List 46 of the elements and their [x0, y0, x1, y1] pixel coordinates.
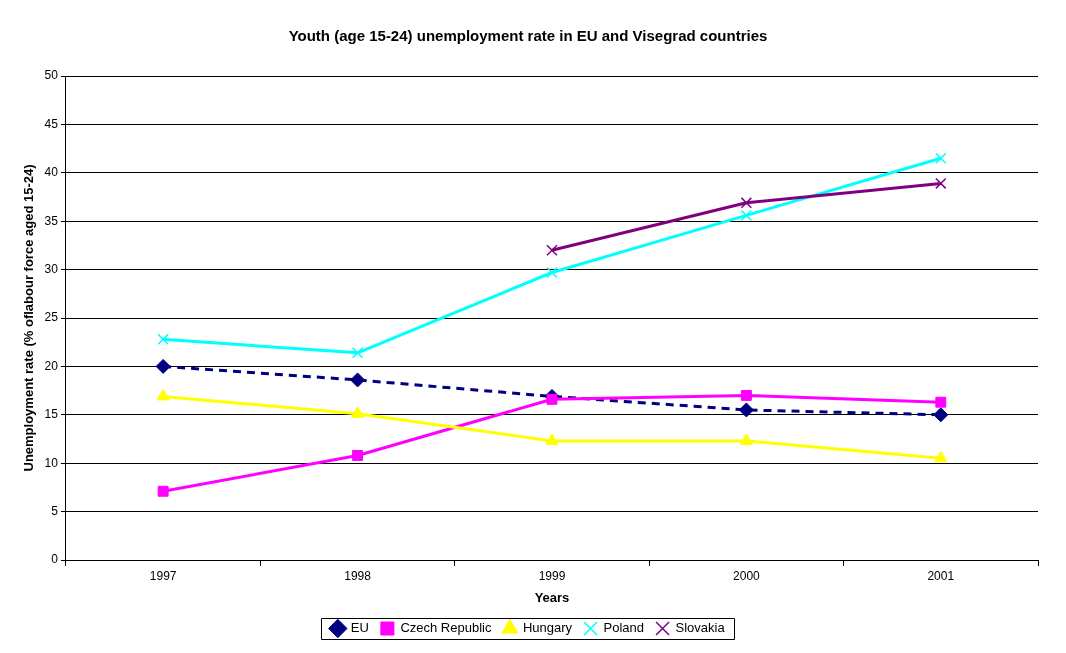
- y-tick-label: 35: [44, 213, 59, 228]
- point: [740, 389, 752, 401]
- y-tick-label: 25: [44, 310, 59, 325]
- x-tick-label: 2001: [927, 568, 955, 583]
- point: [935, 396, 947, 408]
- y-axis-title: Unemployment rate (% oflabour force aged 15-24): [21, 164, 37, 472]
- point: [351, 406, 365, 418]
- point: [157, 485, 169, 497]
- point: [352, 450, 364, 461]
- y-tick-label: 10: [44, 455, 59, 470]
- y-tick-label: 50: [44, 68, 59, 83]
- legend-label: Czech Republic: [400, 620, 492, 636]
- legend-label: Poland: [603, 620, 645, 636]
- point: [546, 266, 558, 279]
- x-tick-label: 2000: [733, 568, 761, 583]
- point: [157, 333, 169, 345]
- point: [350, 372, 366, 388]
- chart-title: Youth (age 15-24) unemployment rate in EU and Visegrad countries: [288, 27, 768, 45]
- point: [740, 197, 753, 209]
- y-tick-label: 15: [44, 407, 59, 422]
- point: [934, 450, 948, 463]
- point: [545, 433, 559, 445]
- point: [546, 244, 558, 256]
- legend-label: EU: [350, 620, 369, 636]
- legend-label: Hungary: [522, 620, 573, 636]
- point: [546, 393, 558, 405]
- x-axis-title: Years: [534, 589, 570, 605]
- y-tick-label: 45: [44, 116, 59, 131]
- point: [155, 358, 171, 374]
- x-tick-label: 1997: [149, 568, 177, 583]
- point: [351, 347, 364, 359]
- y-tick-label: 30: [44, 261, 59, 276]
- point: [933, 407, 949, 423]
- point: [738, 402, 754, 418]
- point: [156, 388, 170, 401]
- x-tick-label: 1998: [344, 568, 372, 583]
- point: [739, 433, 753, 445]
- point: [935, 177, 947, 190]
- y-tick-label: 40: [44, 165, 59, 180]
- y-tick-label: 20: [44, 358, 59, 373]
- legend-label: Slovakia: [675, 620, 726, 636]
- y-tick-label: 5: [51, 503, 59, 518]
- point: [740, 209, 753, 222]
- y-tick-label: 0: [51, 552, 59, 567]
- point: [935, 152, 947, 164]
- x-tick-label: 1999: [538, 568, 566, 583]
